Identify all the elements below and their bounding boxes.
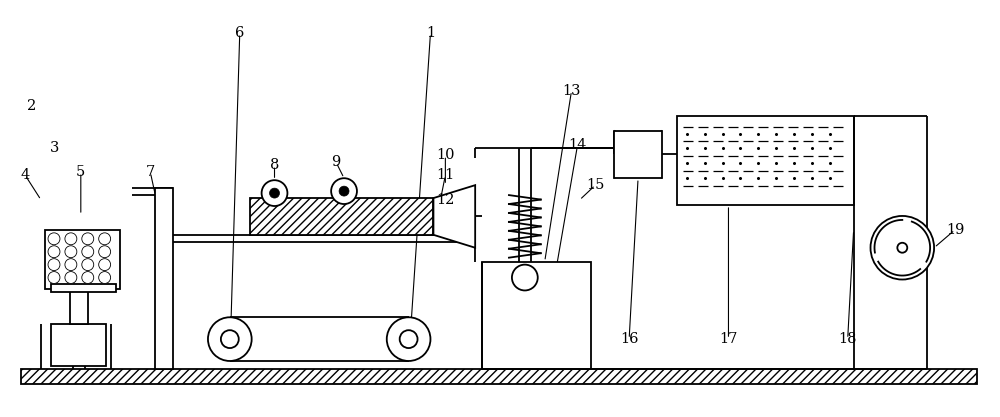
Circle shape <box>99 233 111 245</box>
Bar <box>250 198 433 235</box>
Circle shape <box>65 233 77 245</box>
Text: 8: 8 <box>270 158 279 172</box>
Text: 2: 2 <box>27 99 36 113</box>
Text: 17: 17 <box>719 332 738 346</box>
Circle shape <box>221 330 239 348</box>
Text: 6: 6 <box>235 26 244 40</box>
Circle shape <box>65 246 77 258</box>
Circle shape <box>512 265 538 291</box>
Text: 9: 9 <box>331 155 341 169</box>
Circle shape <box>897 243 907 253</box>
Bar <box>614 131 662 178</box>
Text: 14: 14 <box>568 138 587 153</box>
Text: 12: 12 <box>436 193 455 207</box>
Circle shape <box>339 186 349 196</box>
Text: 19: 19 <box>946 223 964 237</box>
Text: 10: 10 <box>436 148 455 162</box>
Text: 3: 3 <box>50 141 60 156</box>
Circle shape <box>48 246 60 258</box>
Circle shape <box>400 330 418 348</box>
Circle shape <box>387 317 430 361</box>
Bar <box>51 284 116 292</box>
Circle shape <box>262 180 287 206</box>
Text: 5: 5 <box>76 165 85 179</box>
Circle shape <box>208 317 252 361</box>
Bar <box>21 369 977 384</box>
Bar <box>482 261 591 369</box>
Text: 13: 13 <box>562 84 581 98</box>
Text: 11: 11 <box>436 168 454 182</box>
Bar <box>45 230 120 289</box>
Bar <box>155 188 173 369</box>
Circle shape <box>65 271 77 284</box>
Circle shape <box>99 271 111 284</box>
Circle shape <box>871 216 934 279</box>
Circle shape <box>82 233 94 245</box>
Text: 18: 18 <box>838 332 857 346</box>
Circle shape <box>48 259 60 271</box>
Text: 4: 4 <box>21 168 30 182</box>
Text: 1: 1 <box>426 26 435 40</box>
Circle shape <box>99 246 111 258</box>
Circle shape <box>82 246 94 258</box>
Text: 15: 15 <box>586 178 605 192</box>
Circle shape <box>65 259 77 271</box>
Circle shape <box>331 178 357 204</box>
Text: 16: 16 <box>620 332 638 346</box>
Circle shape <box>82 271 94 284</box>
Circle shape <box>99 259 111 271</box>
Circle shape <box>82 259 94 271</box>
Bar <box>70 289 88 324</box>
Bar <box>51 324 106 366</box>
Text: 7: 7 <box>146 165 155 179</box>
Bar <box>677 116 854 205</box>
Circle shape <box>270 188 279 198</box>
Circle shape <box>48 271 60 284</box>
Polygon shape <box>433 185 475 248</box>
Circle shape <box>48 233 60 245</box>
